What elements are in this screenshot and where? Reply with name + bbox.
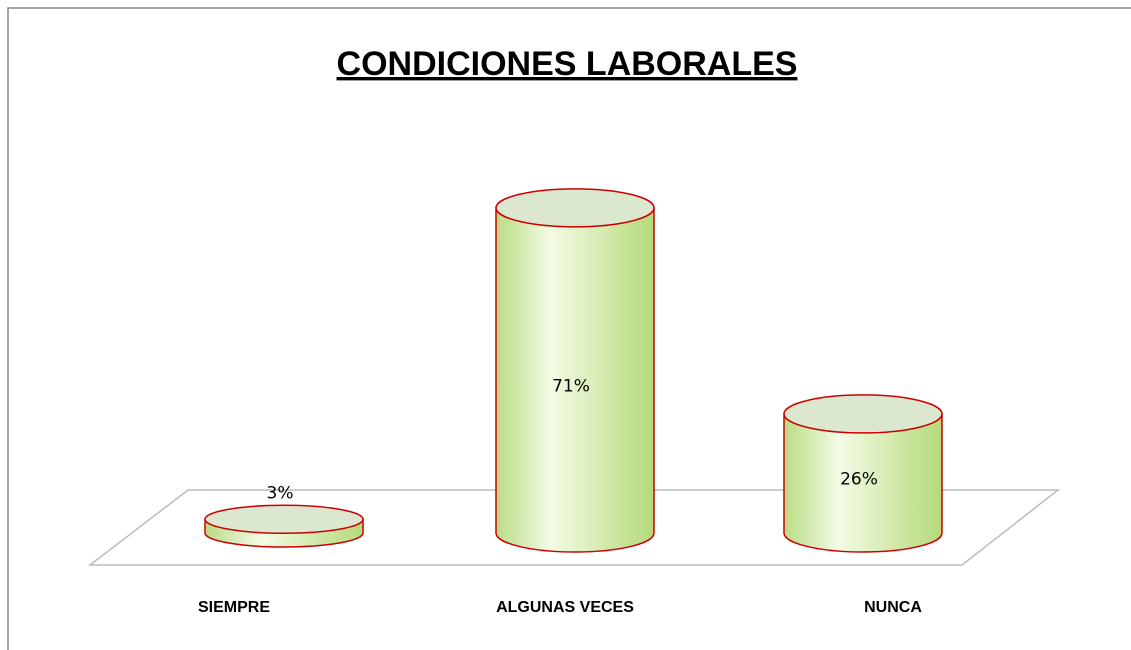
data-label: 71% <box>552 377 590 397</box>
x-tick-label: NUNCA <box>864 599 922 616</box>
x-tick-label: SIEMPRE <box>198 599 270 616</box>
x-tick-label: ALGUNAS VECES <box>496 599 634 616</box>
data-label: 26% <box>840 469 878 489</box>
chart-title: CONDICIONES LABORALES <box>337 45 798 83</box>
floor <box>87 489 1061 566</box>
cylinder-body <box>495 207 655 553</box>
cylinder-top <box>783 394 943 434</box>
chart-border <box>7 7 1131 650</box>
cylinder-top <box>204 504 364 535</box>
cylinder-body <box>783 413 943 553</box>
data-label: 3% <box>267 483 294 503</box>
cylinder-top <box>495 188 655 228</box>
